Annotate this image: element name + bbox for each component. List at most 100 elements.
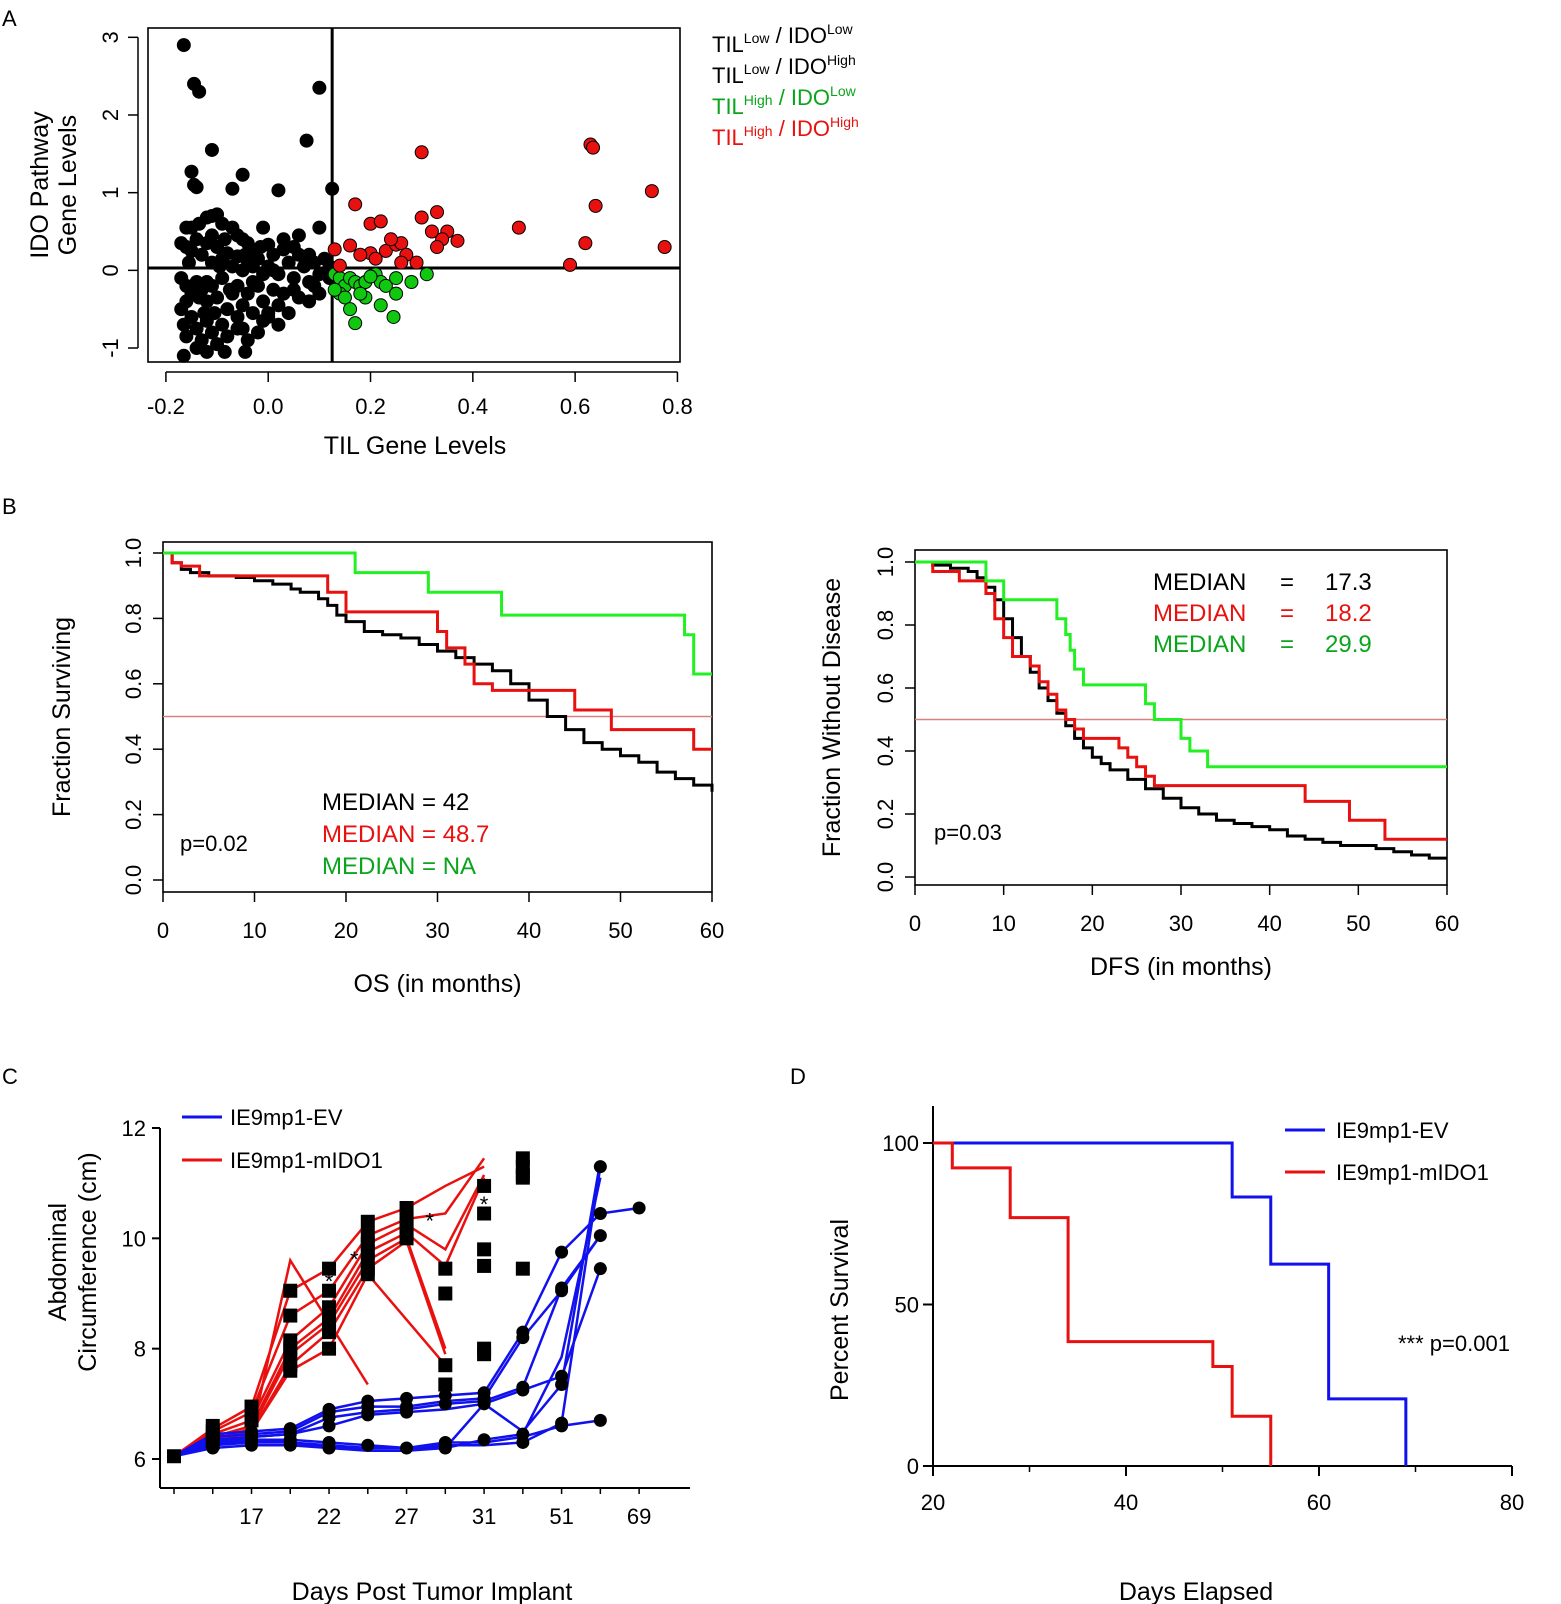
ev-marker (477, 1397, 491, 1411)
significance-asterisk: * (426, 1209, 435, 1234)
scatter-point (235, 167, 250, 182)
legend-entry-a: TILLow / IDOLow (712, 21, 854, 57)
scatter-point (353, 286, 368, 301)
scatter-point (230, 309, 245, 324)
scatter-point (286, 282, 301, 297)
scatter-point (215, 317, 230, 332)
survival-curve-d (933, 1141, 1408, 1466)
scatter-point (450, 233, 465, 248)
significance-asterisk: * (480, 1192, 489, 1217)
scatter-point (373, 298, 388, 313)
x-tick-label-c: 69 (627, 1504, 651, 1529)
y-tick-label-B-left: 0.4 (121, 734, 146, 765)
scatter-point (212, 259, 227, 274)
x-tick-label-B-right: 0 (909, 911, 921, 936)
median-label-os: MEDIAN = NA (322, 853, 476, 880)
legend-text: / IDO (773, 116, 830, 141)
y-tick-label-B-left: 0.8 (121, 603, 146, 634)
scatter-point (204, 142, 219, 157)
scatter-point (302, 294, 317, 309)
scatter-point (368, 251, 383, 266)
x-axis-title-B-left: OS (in months) (353, 970, 521, 998)
scatter-point (240, 286, 255, 301)
legend-text: TIL (712, 63, 744, 88)
y-tick-label-a: 0 (98, 264, 123, 276)
scatter-point (204, 228, 219, 243)
scatter-point (363, 269, 378, 284)
x-tick-label-B-left: 60 (700, 918, 724, 943)
y-tick-label-a: 3 (98, 31, 123, 43)
scatter-point (327, 242, 342, 257)
ido-marker (438, 1358, 453, 1373)
y-tick-label-B-right: 0.4 (873, 736, 898, 767)
ev-marker (516, 1331, 530, 1345)
survival-curve-red (915, 560, 1447, 841)
ido-marker (477, 1206, 492, 1221)
p-value-os: p=0.02 (180, 831, 248, 856)
scatter-point (404, 274, 419, 289)
scatter-point (207, 306, 222, 321)
legend-entry-a: TILLow / IDOHigh (712, 52, 856, 88)
legend-superscript: High (827, 52, 856, 68)
scatter-point (256, 294, 271, 309)
median-equals-dfs: = (1280, 600, 1294, 627)
ido-marker (399, 1231, 414, 1246)
x-tick-label-B-left: 0 (157, 918, 169, 943)
y-tick-label-c: 8 (134, 1337, 146, 1362)
y-tick-label-B-right: 0.2 (873, 799, 898, 830)
scatter-point (588, 198, 603, 213)
scatter-point (238, 344, 253, 359)
y-axis-title-c-line2: Circumference (cm) (74, 1152, 102, 1371)
scatter-point (291, 247, 306, 262)
y-axis-title-B-right: Fraction Without Disease (818, 578, 846, 857)
scatter-point (199, 344, 214, 359)
scatter-point (192, 290, 207, 305)
scatter-point (204, 325, 219, 340)
ev-marker (555, 1416, 569, 1430)
scatter-point (353, 247, 368, 262)
scatter-point (176, 348, 191, 363)
scatter-point (373, 214, 388, 229)
y-tick-label-B-left: 0.0 (121, 865, 146, 896)
x-tick-label-c: 22 (317, 1504, 341, 1529)
scatter-point (378, 278, 393, 293)
ev-marker (555, 1378, 569, 1392)
scatter-point (245, 274, 260, 289)
legend-superscript: Low (830, 83, 857, 99)
ido-marker (244, 1413, 259, 1428)
y-axis-title-c-line1: Abdominal (44, 1203, 72, 1321)
scatter-point (578, 236, 593, 251)
ido-marker (322, 1300, 337, 1315)
ido-marker (515, 1170, 530, 1185)
legend-label-c: IE9mp1-EV (230, 1105, 343, 1130)
x-tick-label-d: 20 (921, 1490, 945, 1515)
scatter-point (261, 306, 276, 321)
legend-text: TIL (712, 32, 744, 57)
scatter-point (181, 255, 196, 270)
x-tick-label-a: 0.0 (253, 394, 284, 419)
survival-curve-green (915, 560, 1447, 769)
scatter-point (389, 286, 404, 301)
survival-curve-green (163, 551, 712, 676)
y-tick-label-d: 50 (895, 1293, 919, 1318)
y-tick-label-c: 6 (134, 1447, 146, 1472)
y-tick-label-a: 2 (98, 109, 123, 121)
x-tick-label-c: 17 (239, 1504, 263, 1529)
scatter-point (210, 290, 225, 305)
x-axis-title-c: Days Post Tumor Implant (292, 1578, 573, 1604)
median-equals-dfs: = (1280, 569, 1294, 596)
y-axis-title-c: Abdominal Circumference (cm) (44, 1152, 102, 1371)
significance-asterisk: * (325, 1269, 334, 1294)
x-tick-label-d: 40 (1114, 1490, 1138, 1515)
scatter-point (266, 263, 281, 278)
ido-marker (283, 1308, 298, 1323)
legend-label-c: IE9mp1-mIDO1 (230, 1148, 383, 1173)
scatter-point (179, 294, 194, 309)
ido-marker (283, 1363, 298, 1378)
scatter-point (348, 316, 363, 331)
scatter-point (194, 247, 209, 262)
ido-marker (283, 1283, 298, 1298)
scatter-point (307, 278, 322, 293)
median-value-dfs: 17.3 (1325, 569, 1372, 596)
